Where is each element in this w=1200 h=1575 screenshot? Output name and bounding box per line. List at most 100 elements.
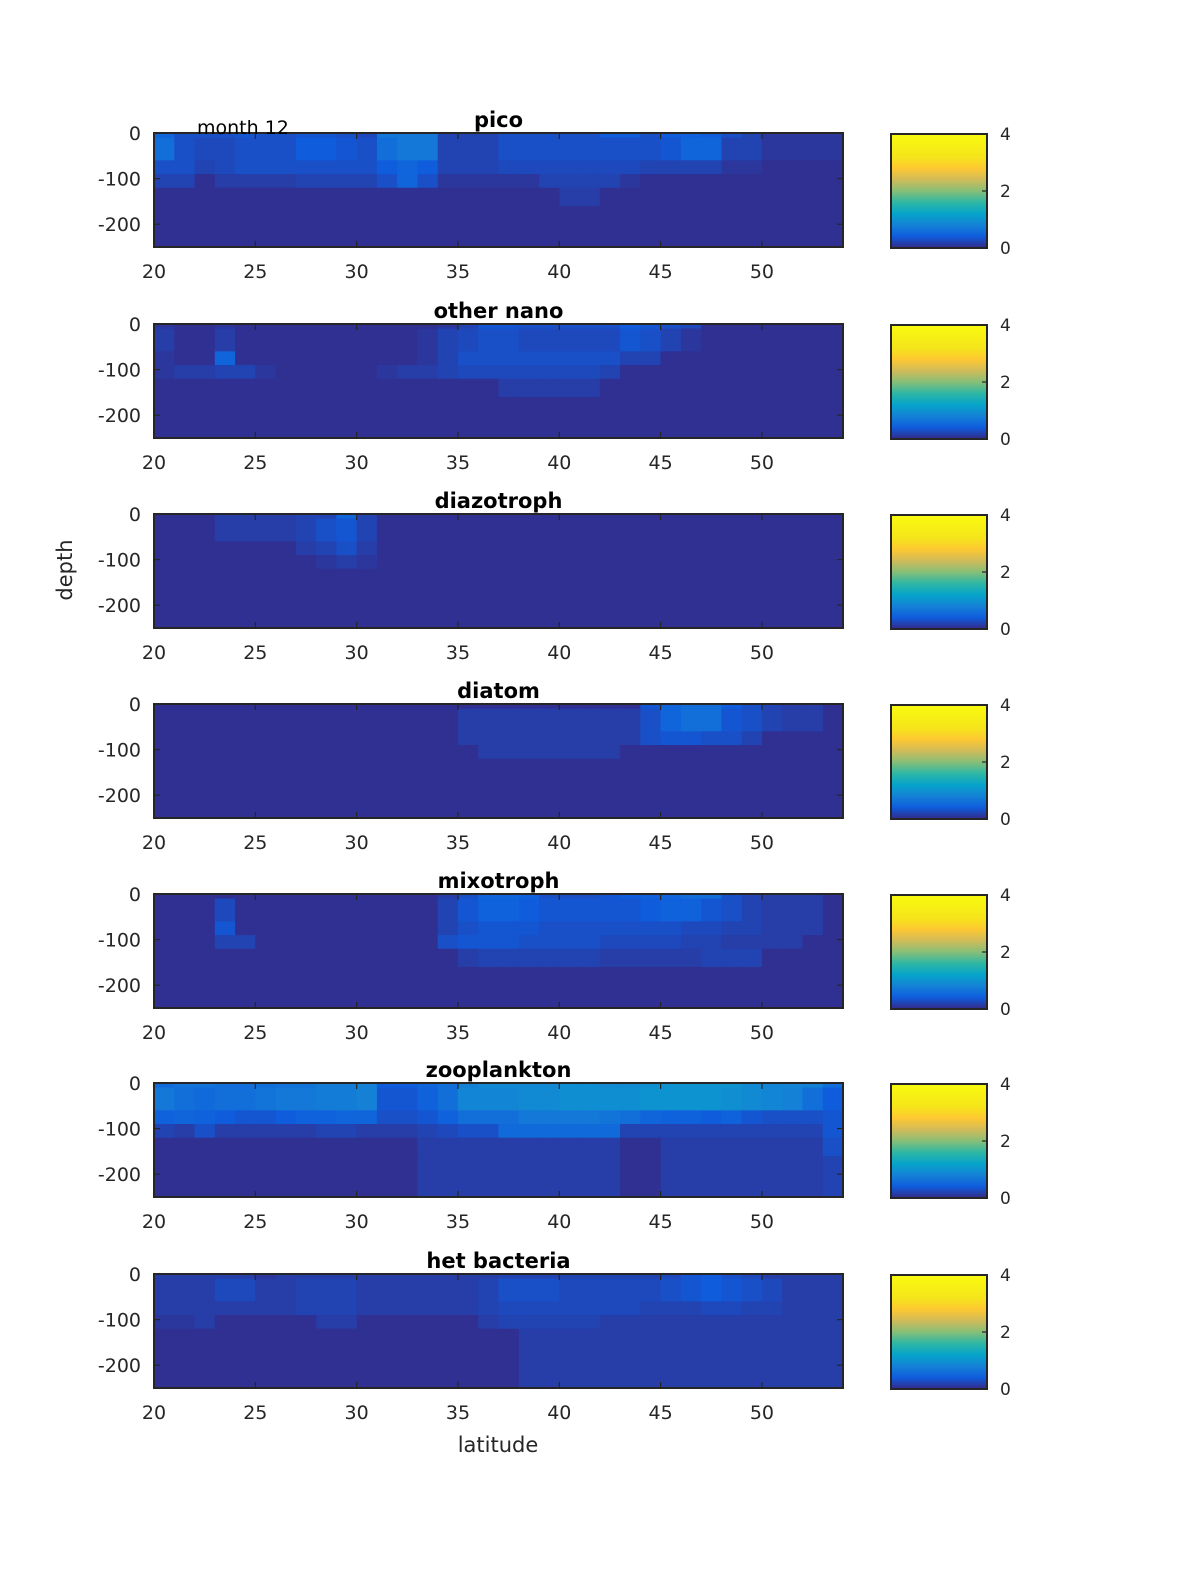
colorbar-tick-label: 2 [1000, 943, 1011, 963]
heatmap-cell [194, 586, 216, 629]
heatmap-cell [721, 160, 743, 175]
heatmap-cell [539, 898, 560, 922]
heatmap-cell [316, 1087, 337, 1111]
heatmap-cell [275, 205, 297, 248]
heatmap-cell [235, 948, 256, 968]
heatmap-cell [741, 514, 763, 520]
x-tick-label: 45 [649, 261, 673, 283]
heatmap-cell [214, 1328, 236, 1348]
heatmap-cell [356, 731, 378, 746]
heatmap-cell [295, 586, 317, 629]
heatmap-cell [275, 541, 297, 556]
heatmap-cell [417, 731, 439, 746]
heatmap-cell [660, 1087, 682, 1111]
heatmap-cell [741, 708, 763, 732]
colorbar-tick-label: 2 [1000, 182, 1011, 202]
heatmap-cell [336, 586, 358, 629]
heatmap-cell [437, 187, 459, 207]
heatmap-cell [599, 324, 621, 330]
heatmap-cell [802, 378, 824, 398]
heatmap-cell [660, 1346, 682, 1389]
heatmap-cell [316, 328, 337, 352]
heatmap-cell [498, 898, 520, 922]
heatmap-cell [478, 1124, 500, 1139]
heatmap-cell [579, 758, 601, 778]
heatmap-cell [680, 745, 702, 760]
heatmap-cell [356, 568, 378, 588]
heatmap-cell [721, 1124, 743, 1139]
heatmap-cell [782, 731, 804, 746]
heatmap-cell [559, 133, 581, 139]
heatmap-cell [376, 704, 398, 710]
colorbar [890, 133, 988, 249]
heatmap-cell [336, 1087, 358, 1111]
heatmap-cell [478, 948, 500, 968]
heatmap-cell [822, 1083, 844, 1089]
heatmap-cell [154, 731, 175, 746]
heatmap-cell [295, 328, 317, 352]
colorbar-tick-label: 0 [1000, 239, 1011, 259]
heatmap-cell [174, 1124, 196, 1139]
heatmap-cell [761, 1274, 783, 1280]
heatmap-cell [255, 187, 277, 207]
heatmap-cell [701, 1137, 723, 1157]
heatmap-cell [599, 365, 621, 380]
heatmap-cell [660, 396, 682, 439]
heatmap-cell [356, 1301, 378, 1316]
heatmap-cell [802, 776, 824, 819]
heatmap-cell [275, 396, 297, 439]
heatmap-cell [599, 948, 621, 968]
heatmap-cell [295, 365, 317, 380]
heatmap-cell [397, 396, 419, 439]
heatmap-cell [478, 396, 500, 439]
heatmap-cell [640, 898, 662, 922]
axes-box [153, 1082, 844, 1198]
heatmap-cell [154, 541, 175, 556]
heatmap-cell [822, 776, 844, 819]
heatmap-cell [478, 921, 500, 936]
heatmap-cell [761, 586, 783, 629]
heatmap-cell [782, 133, 804, 139]
heatmap-cell [316, 1155, 337, 1198]
heatmap-cell [255, 568, 277, 588]
heatmap-cell [559, 514, 581, 520]
heatmap-cell [802, 205, 824, 248]
heatmap-cell [194, 205, 216, 248]
heatmap-cell [620, 1087, 641, 1111]
heatmap-cell [802, 1346, 824, 1389]
heatmap-cell [457, 935, 479, 950]
heatmap-cell [822, 205, 844, 248]
heatmap-cell [457, 378, 479, 398]
heatmap-cell [660, 514, 682, 520]
x-tick-label: 50 [750, 1211, 774, 1233]
heatmap-cell [356, 776, 378, 819]
heatmap-cell [741, 966, 763, 1009]
heatmap-cell [478, 1301, 500, 1316]
heatmap-cell [457, 704, 479, 710]
heatmap-cell [478, 541, 500, 556]
heatmap-cell [802, 518, 824, 542]
heatmap-cell [822, 133, 844, 139]
heatmap-cell [559, 1083, 581, 1089]
heatmap-cell [417, 160, 439, 175]
heatmap-cell [417, 1155, 439, 1198]
colorbar [890, 1274, 988, 1390]
heatmap-cell [701, 365, 723, 380]
heatmap-cell [356, 966, 378, 1009]
x-tick-label: 35 [446, 1402, 470, 1424]
heatmap-cell [599, 1346, 621, 1389]
heatmap-cell [255, 776, 277, 819]
heatmap-cell [437, 133, 459, 139]
heatmap-cell [174, 541, 196, 556]
heatmap-cell [376, 378, 398, 398]
heatmap-cell [174, 133, 196, 139]
heatmap-cell [559, 351, 581, 366]
heatmap-cell [478, 776, 500, 819]
heatmap-cell [660, 966, 682, 1009]
y-tick-label: 0 [129, 123, 141, 145]
heatmap-cell [599, 133, 621, 139]
heatmap-cell [539, 1155, 560, 1198]
heatmap-cell [620, 708, 641, 732]
x-tick-label: 20 [142, 1022, 166, 1044]
